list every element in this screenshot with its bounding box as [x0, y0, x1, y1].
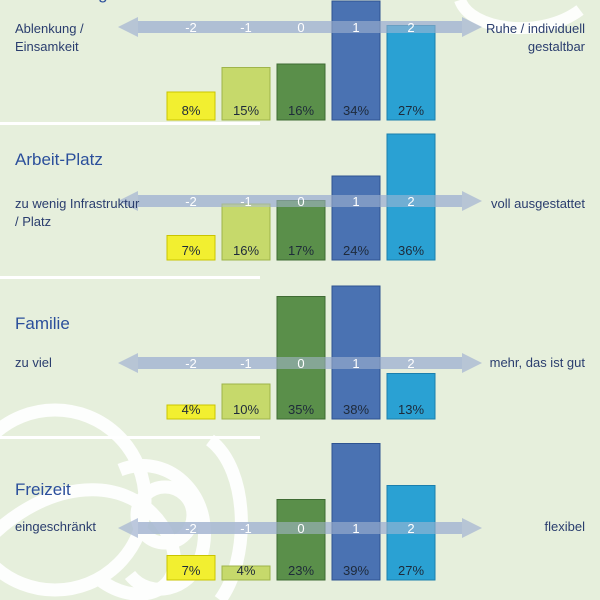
- scale-tick-label: -1: [240, 356, 252, 371]
- scale-tick-label: -2: [185, 521, 197, 536]
- bar: [331, 0, 381, 121]
- bar-value-label: 15%: [233, 103, 259, 118]
- scale-left-label: Ablenkung / Einsamkeit: [15, 21, 84, 54]
- bar: [331, 443, 381, 581]
- scale-right-label: flexibel: [544, 519, 585, 534]
- scale-tick-label: 2: [407, 521, 414, 536]
- bar: [221, 67, 271, 121]
- scale-tick-label: -1: [240, 521, 252, 536]
- bar-value-label: 35%: [288, 402, 314, 417]
- bar: [221, 565, 271, 581]
- chart-panel: Familie 4% 10% 35% 38% 13% -2 -1 0 1 2 zu viel mehr,…: [0, 279, 600, 420]
- bar: [221, 383, 271, 420]
- bar-value-label: 4%: [237, 563, 256, 578]
- scale-left-label: eingeschränkt: [15, 519, 96, 534]
- bar: [166, 404, 216, 420]
- scale-tick-label: 0: [297, 20, 304, 35]
- bar: [331, 175, 381, 261]
- scale-tick-label: 1: [352, 356, 359, 371]
- scale-tick-label: 1: [352, 521, 359, 536]
- scale-tick-label: -1: [240, 20, 252, 35]
- scale-left-label: zu viel: [15, 355, 52, 370]
- bar: [166, 91, 216, 121]
- scale-tick-label: 0: [297, 356, 304, 371]
- scale-left-label: zu wenig Infrastruktur / Platz: [15, 196, 140, 229]
- chart-panel: Freizeit 7% 4% 23% 39% 27% -2 -1 0 1 2 eingeschränk…: [0, 440, 600, 581]
- panel-separator: [0, 122, 260, 125]
- bar: [276, 200, 326, 261]
- scale-tick-label: 0: [297, 521, 304, 536]
- bar-value-label: 36%: [398, 243, 424, 258]
- chart-title: Freizeit: [15, 480, 71, 499]
- scale-right-label: Ruhe / individuell gestaltbar: [485, 21, 585, 54]
- bar-value-label: 39%: [343, 563, 369, 578]
- bar-chart: 7% 4% 23% 39% 27% -2 -1 0 1 2: [118, 443, 482, 581]
- chart-panel: Arbeit-Platz 7% 16% 17% 24% 36% -2 -1 0 1 2 zu weni…: [0, 120, 600, 261]
- bar-value-label: 16%: [233, 243, 259, 258]
- scale-tick-label: -2: [185, 20, 197, 35]
- scale-tick-label: 2: [407, 20, 414, 35]
- scale-tick-label: 2: [407, 356, 414, 371]
- scale-right-label: mehr, das ist gut: [489, 355, 585, 370]
- bar: [276, 499, 326, 581]
- bar-value-label: 27%: [398, 103, 424, 118]
- swirl-ornament-top: [454, 0, 584, 35]
- bar-value-label: 27%: [398, 563, 424, 578]
- scale-tick-label: 1: [352, 194, 359, 209]
- bar-chart: 7% 16% 17% 24% 36% -2 -1 0 1 2: [118, 133, 482, 261]
- scale-tick-label: 1: [352, 20, 359, 35]
- chart-title: Arbeit-Platz: [15, 150, 103, 169]
- bar-value-label: 10%: [233, 402, 259, 417]
- bar-value-label: 38%: [343, 402, 369, 417]
- chart-panel: Arbeit-Alltag 8% 15% 16% 34% 27% -2 -1 0 1 2 Ablenk…: [0, 0, 600, 121]
- chart-title: Arbeit-Alltag: [15, 0, 108, 4]
- scale-tick-label: -1: [240, 194, 252, 209]
- bar: [166, 555, 216, 581]
- scale-band: [138, 357, 462, 369]
- scale-tick-label: 0: [297, 194, 304, 209]
- bar: [386, 373, 436, 420]
- bar: [386, 25, 436, 121]
- scale-tick-label: -2: [185, 194, 197, 209]
- bar-value-label: 34%: [343, 103, 369, 118]
- bar-value-label: 7%: [182, 563, 201, 578]
- bar-value-label: 8%: [182, 103, 201, 118]
- panel-separator: [0, 276, 260, 279]
- bar: [331, 285, 381, 420]
- scale-right-label: voll ausgestattet: [491, 196, 585, 211]
- bar: [221, 203, 271, 261]
- scale-band: [138, 195, 462, 207]
- bar-value-label: 16%: [288, 103, 314, 118]
- bar-value-label: 24%: [343, 243, 369, 258]
- scale-tick-label: 2: [407, 194, 414, 209]
- bar: [276, 63, 326, 121]
- scale-band: [138, 522, 462, 534]
- bar-value-label: 4%: [182, 402, 201, 417]
- bar-value-label: 13%: [398, 402, 424, 417]
- scale-band: [138, 21, 462, 33]
- chart-title: Familie: [15, 314, 70, 333]
- bar-value-label: 17%: [288, 243, 314, 258]
- bar: [166, 235, 216, 261]
- bar-chart: 4% 10% 35% 38% 13% -2 -1 0 1 2: [118, 285, 482, 420]
- bar-value-label: 7%: [182, 243, 201, 258]
- scale-tick-label: -2: [185, 356, 197, 371]
- bar-value-label: 23%: [288, 563, 314, 578]
- bar-chart: 8% 15% 16% 34% 27% -2 -1 0 1 2: [118, 0, 482, 121]
- panel-separator: [0, 436, 260, 439]
